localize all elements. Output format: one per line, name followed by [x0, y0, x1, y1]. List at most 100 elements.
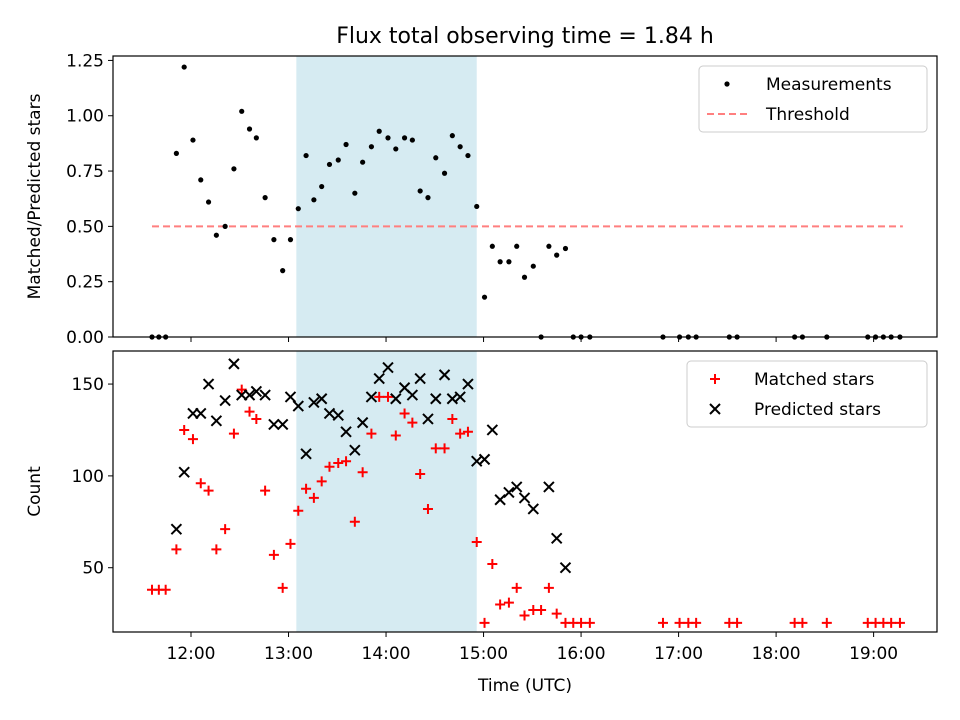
- plus-marker: [268, 549, 279, 560]
- legend-box: [698, 65, 928, 133]
- x-marker: [276, 418, 289, 431]
- measurement-point: [198, 177, 204, 183]
- matched-star-point: [179, 424, 190, 435]
- matched-star-point: [349, 516, 360, 527]
- x-marker: [323, 407, 336, 420]
- plus-marker: [251, 413, 262, 424]
- predicted-star-point: [494, 494, 506, 506]
- plus-marker: [691, 617, 702, 628]
- matched-star-point: [407, 417, 418, 428]
- plus-marker: [316, 476, 327, 487]
- matched-star-point: [732, 617, 743, 628]
- plus-marker: [797, 617, 808, 628]
- plus-marker: [657, 617, 668, 628]
- x-marker: [202, 378, 215, 390]
- matched-star-point: [422, 503, 433, 514]
- measurement-point: [360, 159, 366, 165]
- y-tick-label: 150: [72, 375, 104, 395]
- matched-star-point: [584, 617, 595, 628]
- matched-star-point: [374, 391, 385, 402]
- plus-marker: [357, 467, 368, 478]
- x-marker: [511, 481, 523, 493]
- top-plot-area: 0.00 0.25 0.50 0.75 1.00 1.25 Matched/Predicte…: [25, 51, 938, 348]
- x-marker: [243, 389, 256, 401]
- predicted-star-point: [365, 391, 378, 403]
- legend-predicted-marker: [709, 403, 721, 415]
- plus-marker: [894, 617, 905, 628]
- predicted-star-point: [340, 426, 352, 438]
- x-marker: [373, 372, 385, 385]
- measurement-point: [521, 274, 528, 280]
- matched-star-point: [228, 428, 239, 439]
- matched-star-point: [277, 582, 288, 593]
- plus-marker: [244, 406, 255, 417]
- matched-star-point: [160, 584, 171, 595]
- predicted-star-point: [543, 481, 555, 493]
- measurement-point: [271, 237, 277, 243]
- x-marker: [478, 453, 491, 466]
- matched-star-point: [471, 537, 482, 548]
- predicted-star-point: [454, 391, 466, 403]
- x-marker: [178, 466, 190, 478]
- x-marker: [300, 448, 312, 460]
- measurement-point: [326, 161, 333, 168]
- measurement-point: [231, 166, 237, 172]
- plus-marker: [886, 617, 897, 628]
- plus-marker: [511, 582, 522, 593]
- y-tick-label: 100: [72, 467, 104, 487]
- plus-marker: [366, 428, 377, 439]
- x-marker: [430, 393, 442, 405]
- predicted-star-point: [511, 481, 523, 493]
- plus-marker: [503, 597, 514, 608]
- measurement-point: [262, 195, 268, 201]
- matched-star-point: [886, 617, 897, 628]
- predicted-star-point: [430, 393, 442, 405]
- plus-marker: [551, 608, 562, 619]
- matched-star-point: [430, 443, 441, 454]
- matched-star-point: [462, 426, 473, 437]
- matched-star-point: [536, 604, 547, 615]
- plus-marker: [584, 617, 595, 628]
- x-marker: [195, 407, 207, 420]
- predicted-star-point: [382, 361, 394, 374]
- predicted-star-point: [268, 418, 280, 431]
- measurement-point: [319, 183, 325, 190]
- matched-star-point: [187, 434, 198, 445]
- predicted-star-point: [559, 562, 572, 574]
- predicted-star-point: [259, 389, 271, 401]
- measurement-point: [246, 126, 253, 132]
- axes-frame: [112, 350, 938, 633]
- x-marker: [486, 424, 499, 436]
- predicted-star-point: [250, 385, 263, 398]
- predicted-star-point: [210, 415, 223, 427]
- predicted-star-point: [308, 396, 320, 409]
- measurement-point: [181, 64, 187, 70]
- plus-marker: [220, 524, 231, 535]
- legend-label: Predicted stars: [754, 400, 881, 420]
- axes-frame: [112, 55, 938, 338]
- matched-star-point: [316, 476, 327, 487]
- x-marker: [228, 358, 240, 370]
- measurement-point: [506, 259, 512, 265]
- predicted-star-point: [332, 409, 344, 421]
- plus-marker: [333, 458, 344, 469]
- measurement-point: [343, 141, 349, 148]
- matched-star-point: [551, 608, 562, 619]
- predicted-star-point: [462, 378, 474, 390]
- x-tick-label: 17:00: [654, 644, 703, 664]
- x-axis-label: Time (UTC): [477, 676, 572, 696]
- y-tick-label: 1.00: [66, 107, 104, 127]
- x-marker: [559, 562, 572, 574]
- plus-marker: [203, 485, 214, 496]
- matched-star-point: [220, 524, 231, 535]
- x-tick-label: 18:00: [752, 644, 801, 664]
- measurement-point: [425, 195, 431, 201]
- predicted-star-point: [478, 453, 491, 466]
- x-marker: [390, 393, 402, 405]
- x-marker: [292, 400, 304, 412]
- predicted-star-point: [356, 416, 369, 429]
- matched-star-point: [324, 461, 335, 472]
- plus-marker: [471, 537, 482, 548]
- plus-marker: [455, 428, 466, 439]
- plus-marker: [277, 582, 288, 593]
